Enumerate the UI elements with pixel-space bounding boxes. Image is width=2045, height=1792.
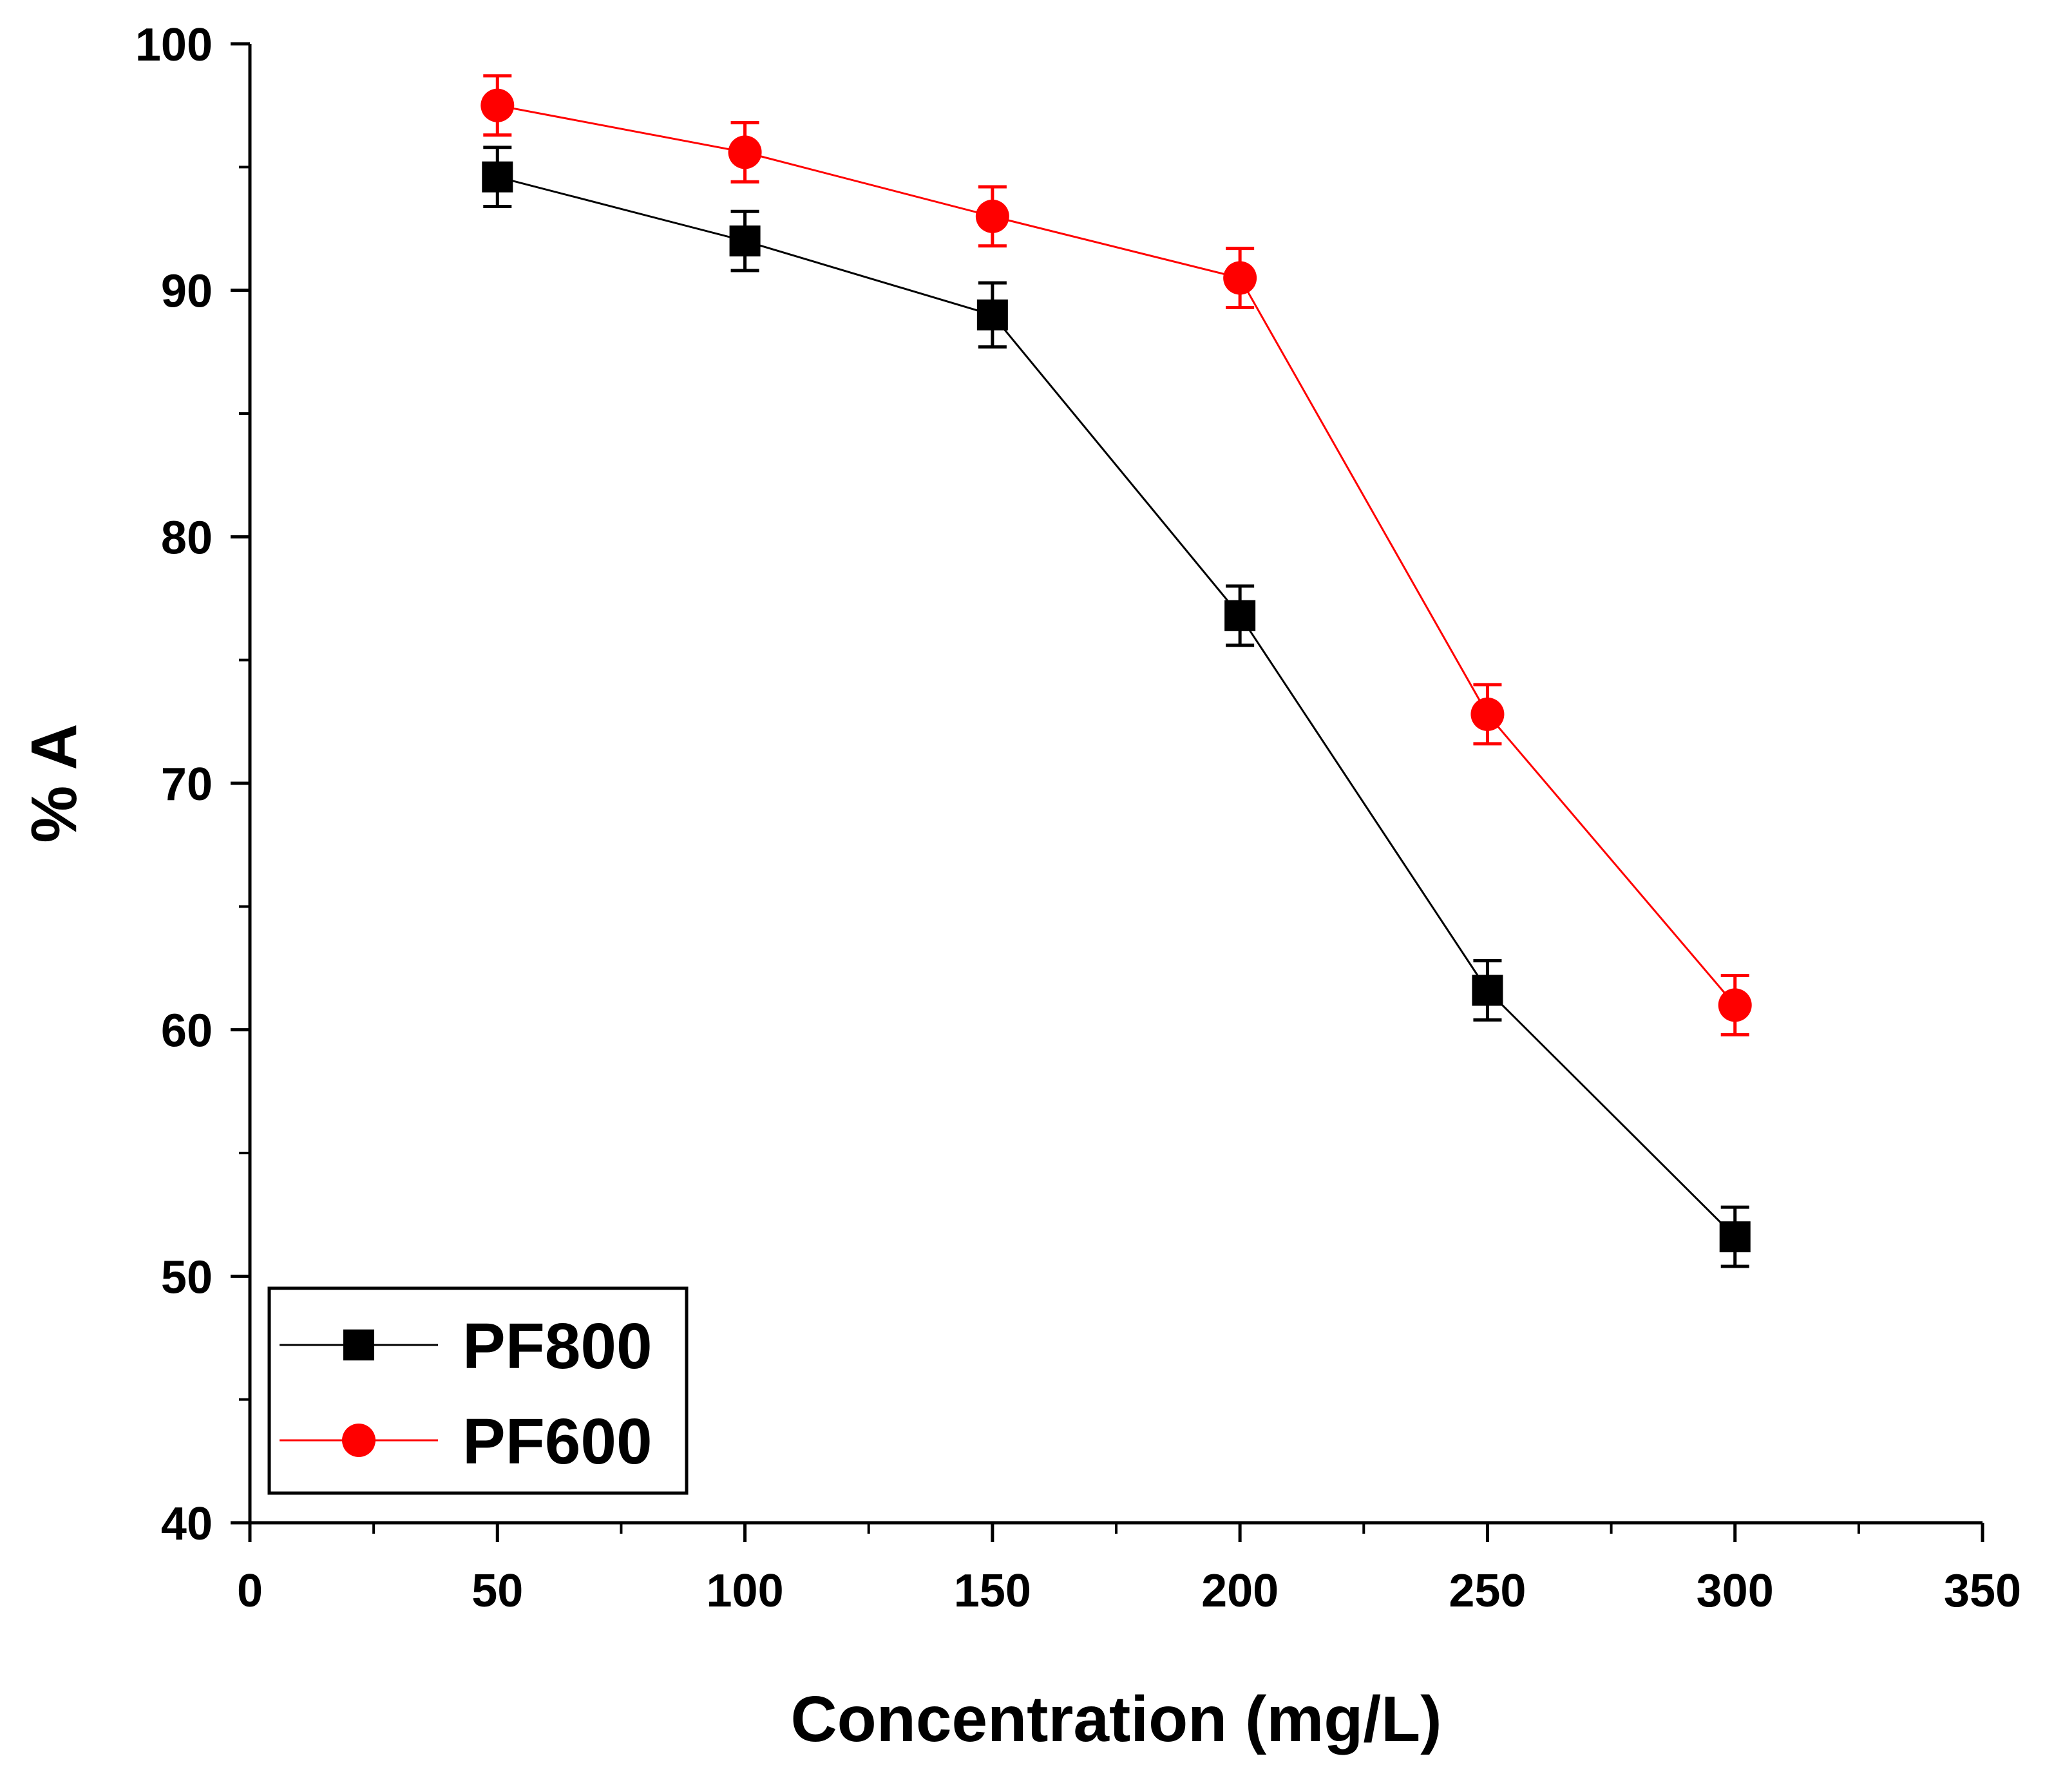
legend-box <box>267 1286 689 1495</box>
series-PF600 <box>480 74 1752 1036</box>
data-point <box>1719 1221 1751 1253</box>
y-tick-label: 90 <box>161 266 213 318</box>
x-axis-title: Concentration (mg/L) <box>790 1683 1441 1755</box>
data-point <box>729 225 761 257</box>
legend-label: PF600 <box>462 1406 652 1478</box>
y-tick-label: 70 <box>161 759 213 810</box>
data-point <box>1718 988 1752 1022</box>
x-tick-label: 50 <box>471 1565 523 1617</box>
series-PF800 <box>482 146 1751 1268</box>
data-point <box>482 161 513 193</box>
x-tick-label: 350 <box>1944 1565 2021 1617</box>
y-tick-label: 40 <box>161 1498 213 1550</box>
data-point <box>1224 600 1256 631</box>
y-axis-title: % A <box>18 723 90 843</box>
data-point <box>1470 697 1505 731</box>
x-tick-label: 200 <box>1201 1565 1279 1617</box>
data-point <box>1223 261 1257 295</box>
series-line <box>497 176 1736 1238</box>
x-tick-label: 300 <box>1697 1565 1774 1617</box>
legend: PF800 PF600 <box>267 1286 689 1495</box>
data-point <box>976 299 1008 330</box>
x-tick-label: 0 <box>237 1565 263 1617</box>
x-tick-label: 250 <box>1449 1565 1526 1617</box>
y-tick-label: 80 <box>161 512 213 564</box>
x-tick-label: 150 <box>954 1565 1031 1617</box>
data-point <box>480 88 515 122</box>
x-tick-label: 100 <box>707 1565 784 1617</box>
y-tick-label: 50 <box>161 1252 213 1303</box>
data-point <box>728 135 762 169</box>
series-line <box>497 104 1736 1006</box>
legend-marker <box>343 1330 374 1360</box>
y-tick-label: 60 <box>161 1006 213 1057</box>
legend-marker <box>342 1424 376 1457</box>
data-point <box>975 199 1009 233</box>
legend-label: PF800 <box>462 1310 652 1382</box>
legend-entry: PF600 <box>280 1406 652 1478</box>
legend-entry: PF800 <box>280 1310 652 1382</box>
data-point <box>1472 975 1503 1006</box>
axes: 0 50 100 150 200 250 300 350 40 50 60 70 80 90 100 <box>135 19 2021 1617</box>
series-layer <box>480 74 1752 1268</box>
y-tick-label: 100 <box>135 19 213 71</box>
